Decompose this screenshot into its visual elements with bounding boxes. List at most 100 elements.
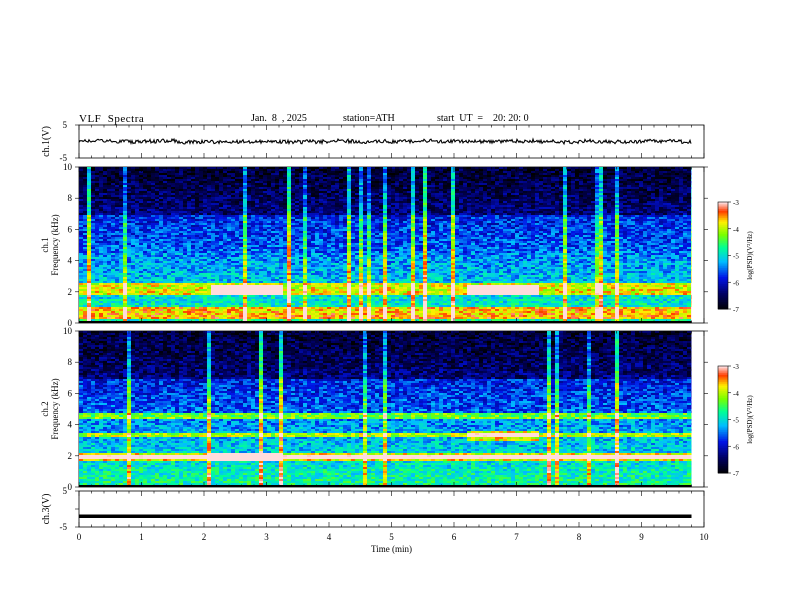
ch1-spectrogram-cell bbox=[171, 201, 175, 203]
ch1-spectrogram-cell bbox=[187, 201, 191, 203]
ch1-spectrogram-cell bbox=[519, 207, 523, 209]
ch1-spectrogram-cell bbox=[655, 205, 659, 207]
ch1-spectrogram-cell bbox=[515, 187, 519, 189]
ch1-spectrogram-cell bbox=[135, 205, 139, 207]
ch1-spectrogram-cell bbox=[567, 167, 571, 169]
ch1-spectrogram-cell bbox=[231, 195, 235, 197]
ch1-spectrogram-cell bbox=[111, 185, 115, 187]
ch1-spectrogram-cell bbox=[267, 189, 271, 191]
ch1-spectrogram-cell bbox=[275, 229, 279, 231]
ch1-spectrogram-cell bbox=[531, 201, 535, 203]
ch1-spectrogram-cell bbox=[531, 179, 535, 181]
ch1-spectrogram-cell bbox=[251, 215, 255, 217]
ch1-spectrogram-cell bbox=[295, 175, 299, 177]
ch1-spectrogram-cell bbox=[115, 203, 119, 205]
ch1-spectrogram-cell bbox=[187, 213, 191, 215]
ch1-spectrogram-cell bbox=[299, 179, 303, 181]
ch1-spectrogram-cell bbox=[119, 187, 123, 189]
ch1-spectrogram-cell bbox=[223, 181, 227, 183]
ch1-spectrogram-cell bbox=[203, 205, 207, 207]
ch1-spectrogram-cell bbox=[639, 179, 643, 181]
ch1-spectrogram-cell bbox=[307, 225, 311, 227]
ch1-spectrogram-cell bbox=[539, 223, 543, 225]
ch1-spectrogram-cell bbox=[363, 193, 367, 195]
ch1-spectrogram-cell bbox=[611, 185, 615, 187]
ch1-spectrogram-cell bbox=[271, 213, 275, 215]
ch1-spectrogram-cell bbox=[335, 177, 339, 179]
ch1-spectrogram-cell bbox=[363, 195, 367, 197]
ch1-spectrogram-cell bbox=[643, 179, 647, 181]
ch1-spectrogram-cell bbox=[347, 183, 351, 185]
ch1-spectrogram-cell bbox=[643, 183, 647, 185]
ch1-spectrogram-cell bbox=[659, 175, 663, 177]
ch1-spectrogram-cell bbox=[339, 171, 343, 173]
ch1-spectrogram-cell bbox=[583, 199, 587, 201]
ch1-spectrogram-cell bbox=[207, 189, 211, 191]
ch1-spectrogram-cell bbox=[467, 229, 471, 231]
ch1-spectrogram-cell bbox=[339, 211, 343, 213]
ch1-spectrogram-cell bbox=[659, 225, 663, 227]
ch1-spectrogram-cell bbox=[143, 177, 147, 179]
ch1-spectrogram-cell bbox=[171, 219, 175, 221]
ch1-spectrogram-cell bbox=[215, 213, 219, 215]
ch1-spectrogram-cell bbox=[191, 211, 195, 213]
ch1-spectrogram-cell bbox=[331, 175, 335, 177]
ch1-spectrogram-cell bbox=[115, 181, 119, 183]
ch1-spectrogram-cell bbox=[391, 181, 395, 183]
ch1-spectrogram-cell bbox=[163, 211, 167, 213]
ch1-spectrogram-cell bbox=[143, 209, 147, 211]
ch1-spectrogram-cell bbox=[315, 171, 319, 173]
ch1-spectrogram-cell bbox=[391, 185, 395, 187]
ch1-spectrogram-cell bbox=[199, 225, 203, 227]
ch1-spectrogram-cell bbox=[543, 181, 547, 183]
ch1-spectrogram-cell bbox=[267, 191, 271, 193]
ch1-spectrogram-cell bbox=[591, 183, 595, 185]
ch1-spectrogram-cell bbox=[543, 221, 547, 223]
ch1-spectrogram-cell bbox=[451, 221, 455, 223]
ch1-spectrogram-cell bbox=[151, 209, 155, 211]
ch1-spectrogram-cell bbox=[131, 199, 135, 201]
ch1-spectrogram-cell bbox=[395, 211, 399, 213]
ch1-spectrogram-cell bbox=[223, 175, 227, 177]
ch1-spectrogram-cell bbox=[495, 207, 499, 209]
ch1-spectrogram-cell bbox=[199, 197, 203, 199]
ch1-spectrogram-cell bbox=[587, 173, 591, 175]
ch1-spectrogram-cell bbox=[475, 185, 479, 187]
ch1-spectrogram-cell bbox=[539, 185, 543, 187]
ch1-spectrogram-cell bbox=[683, 193, 687, 195]
ch1-spectrogram-cell bbox=[107, 209, 111, 211]
ch1-spectrogram-cell bbox=[167, 183, 171, 185]
ch1-spectrogram-cell bbox=[183, 183, 187, 185]
ch1-spectrogram-cell bbox=[595, 171, 599, 173]
ch1-spectrogram-cell bbox=[395, 205, 399, 207]
ch1-spectrogram-cell bbox=[263, 195, 267, 197]
ch1-spectrogram-cell bbox=[623, 173, 627, 175]
ch1-spectrogram-cell bbox=[587, 209, 591, 211]
ch1-spectrogram-cell bbox=[643, 185, 647, 187]
ch1-spectrogram-cell bbox=[395, 201, 399, 203]
ch1-spectrogram-cell bbox=[567, 181, 571, 183]
ch1-spectrogram-cell bbox=[427, 175, 431, 177]
ch1-spectrogram-cell bbox=[231, 185, 235, 187]
ch1-spectrogram-cell bbox=[643, 175, 647, 177]
ch1-spectrogram-cell bbox=[183, 211, 187, 213]
ch1-spectrogram-cell bbox=[623, 167, 627, 169]
ch1-spectrogram-cell bbox=[495, 199, 499, 201]
ch1-spectrogram-cell bbox=[631, 173, 635, 175]
ch1-spectrogram-cell bbox=[443, 183, 447, 185]
ch1-spectrogram-cell bbox=[483, 201, 487, 203]
ch1-spectrogram-cell bbox=[671, 207, 675, 209]
ch1-spectrogram-cell bbox=[499, 169, 503, 171]
ch1-spectrogram-cell bbox=[339, 203, 343, 205]
ch1-spectrogram-cell bbox=[379, 209, 383, 211]
ch1-spectrogram-cell bbox=[351, 211, 355, 213]
ch1-spectrogram-cell bbox=[239, 173, 243, 175]
ch1-spectrogram-cell bbox=[451, 197, 455, 199]
ch1-spectrogram-cell bbox=[175, 191, 179, 193]
ch1-spectrogram-cell bbox=[331, 195, 335, 197]
ch1-spectrogram-cell bbox=[615, 177, 619, 179]
ch1-spectrogram-cell bbox=[671, 189, 675, 191]
ch1-spectrogram-cell bbox=[511, 207, 515, 209]
ch1-spectrogram-cell bbox=[411, 225, 415, 227]
ch1-spectrogram-cell bbox=[311, 187, 315, 189]
